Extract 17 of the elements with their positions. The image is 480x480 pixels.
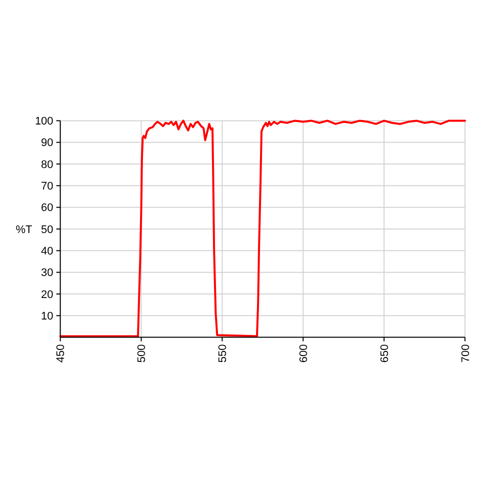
y-tick-label: 90: [41, 137, 54, 150]
y-axis-title: %T: [16, 224, 33, 236]
y-tick-label: 100: [34, 116, 54, 128]
x-tick-label: 550: [217, 344, 230, 363]
x-tick-label: 650: [378, 344, 391, 363]
x-tick-label: 450: [55, 344, 68, 363]
y-tick-label: 60: [41, 202, 54, 214]
y-tick-label: 40: [41, 246, 54, 258]
y-tick-label: 10: [41, 310, 54, 322]
y-tick-label: 70: [41, 180, 54, 193]
x-tick-label: 700: [460, 344, 472, 363]
y-tick-label: 80: [41, 158, 54, 171]
y-tick-label: 50: [41, 224, 54, 236]
y-tick-label: 20: [41, 288, 54, 301]
y-tick-label: 30: [41, 267, 54, 280]
x-tick-label: 500: [136, 344, 148, 363]
x-tick-label: 600: [298, 344, 310, 363]
